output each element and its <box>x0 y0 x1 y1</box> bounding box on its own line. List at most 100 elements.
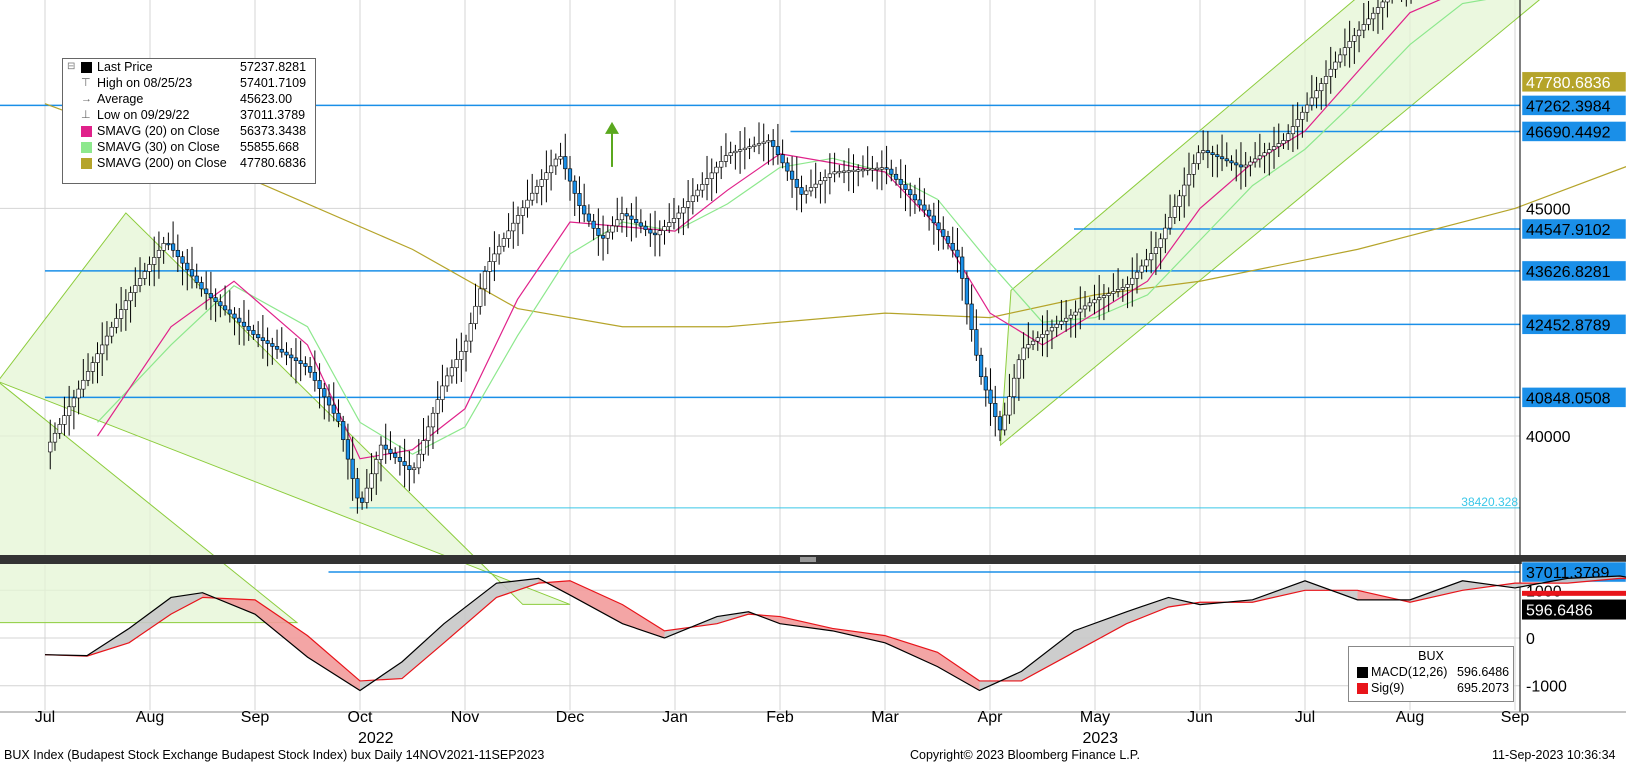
candle-up <box>804 190 809 195</box>
candle-down <box>289 354 294 359</box>
candle-down <box>945 236 951 244</box>
candle-down <box>388 448 393 454</box>
candle-up <box>1328 68 1333 77</box>
candle-down <box>194 275 199 283</box>
candle-up <box>832 171 837 175</box>
macd-hist-neg <box>622 604 665 638</box>
macd-hist-neg <box>937 652 980 691</box>
candle-down <box>1205 150 1210 153</box>
candle-down <box>582 205 587 215</box>
candle-up <box>1361 24 1366 31</box>
legend-label: High on 08/25/23 <box>97 76 193 90</box>
candle-up <box>1276 143 1281 147</box>
candle-down <box>1219 156 1225 160</box>
candle-up <box>841 170 847 173</box>
macd-legend: BUX MACD(12,26) 596.6486 Sig(9) 695.2073 <box>1348 646 1514 702</box>
legend-row: ⊥ Low on 09/29/22 37011.3789 <box>63 107 315 123</box>
candle-down <box>208 293 214 298</box>
candle-up <box>1068 314 1073 319</box>
candle-down <box>180 256 185 264</box>
candle-up <box>860 169 866 172</box>
price-label: 42452.8789 <box>1526 317 1611 334</box>
legend-row: SMAVG (30) on Close 55855.668 <box>63 139 315 155</box>
candle-up <box>445 375 450 387</box>
macd-hist-pos <box>1074 611 1127 653</box>
candle-down <box>643 225 648 230</box>
candle-up <box>1016 359 1021 379</box>
candle-up <box>1054 324 1059 328</box>
candle-up <box>1082 305 1088 310</box>
candle-up <box>76 388 81 399</box>
candle-up <box>137 278 143 286</box>
macd-value-label: 596.6486 <box>1526 603 1593 620</box>
candle-up <box>1144 259 1149 267</box>
candle-down <box>634 219 639 224</box>
candle-up <box>1153 247 1158 254</box>
candle-down <box>917 199 922 206</box>
candle-down <box>799 187 804 195</box>
candle-down <box>284 351 289 356</box>
candle-up <box>473 305 478 324</box>
candle-up <box>700 184 705 191</box>
candle-up <box>1125 284 1130 288</box>
candle-up <box>1026 344 1031 349</box>
candle-up <box>1248 161 1253 166</box>
candle-down <box>260 337 265 341</box>
macd-hist-pos <box>496 578 539 598</box>
candle-up <box>1286 133 1291 141</box>
price-label-box <box>1521 314 1626 335</box>
candle-down <box>577 193 582 206</box>
candle-down <box>227 309 232 315</box>
candle-up <box>1002 414 1007 431</box>
macd-label: MACD(12,26) <box>1371 665 1448 679</box>
candle-up <box>1295 119 1300 127</box>
candle-up <box>67 406 72 416</box>
candle-up <box>1172 206 1177 218</box>
candle-down <box>407 465 412 470</box>
candle-up <box>378 444 384 460</box>
x-tick-label: Mar <box>871 709 899 726</box>
legend-label: SMAVG (30) on Close <box>97 140 220 154</box>
price-label-box <box>1521 95 1626 116</box>
candle-up <box>142 271 147 279</box>
candle-up <box>704 178 710 185</box>
candle-up <box>761 141 766 144</box>
macd-legend-title: BUX <box>1418 649 1444 663</box>
candle-up <box>1045 330 1050 335</box>
macd-hist-pos <box>444 583 497 643</box>
candle-up <box>1319 83 1324 92</box>
candle-up <box>1290 126 1296 135</box>
x-tick-label: Apr <box>978 709 1004 726</box>
candle-down <box>241 321 247 327</box>
macd-value-box <box>1522 599 1626 620</box>
candle-up <box>449 367 454 377</box>
candle-down <box>983 376 988 391</box>
x-tick-label: Sep <box>1501 709 1530 726</box>
price-label: 47780.6836 <box>1526 75 1611 92</box>
candle-up <box>695 189 700 197</box>
candle-up <box>109 326 114 337</box>
candle-up <box>539 179 544 187</box>
candle-up <box>492 253 497 262</box>
uptrend-channel <box>999 0 1540 447</box>
candle-down <box>941 229 946 237</box>
candle-up <box>1352 35 1357 42</box>
x-tick-label: Jun <box>1187 709 1213 726</box>
candle-down <box>274 346 280 350</box>
candle-up <box>619 213 625 221</box>
price-label: 47262.3984 <box>1526 98 1611 115</box>
candle-up <box>1040 334 1045 339</box>
legend-toggle-icon[interactable]: ⊟ <box>67 61 76 72</box>
candle-down <box>624 213 629 217</box>
candle-down <box>199 282 204 290</box>
candle-up <box>468 323 473 342</box>
candle-up <box>856 169 861 172</box>
candle-up <box>501 238 506 247</box>
x-tick-label: Nov <box>451 709 479 726</box>
candle-up <box>686 201 691 208</box>
candle-up <box>1097 297 1102 301</box>
price-label: 43626.8281 <box>1526 264 1611 281</box>
y-tick-label: 40000 <box>1526 429 1571 446</box>
candle-up <box>875 167 880 170</box>
candle-up <box>544 172 549 180</box>
